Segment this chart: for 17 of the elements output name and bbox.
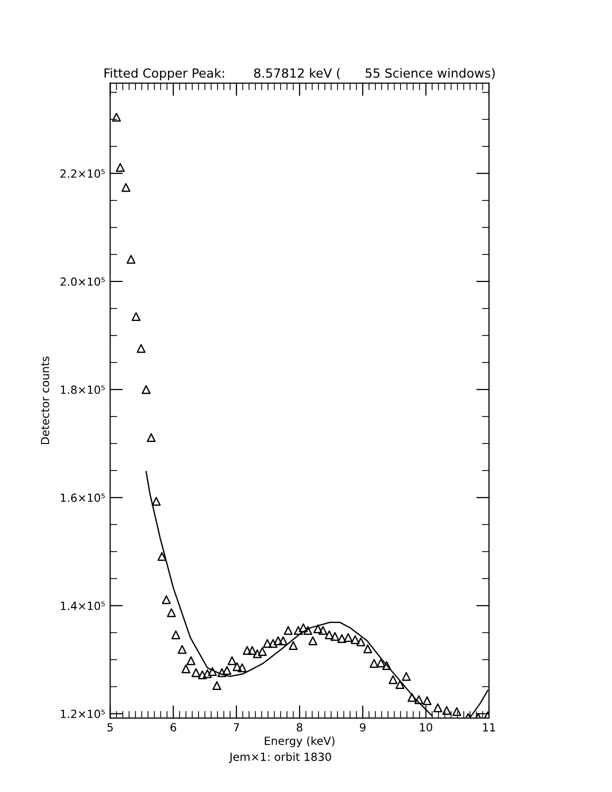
x-tick-label: 11 <box>483 723 496 732</box>
x-tick-label: 5 <box>107 723 113 732</box>
text: Jem×1: orbit 1830 <box>228 752 332 764</box>
y-tick-label: 2.2×10⁵ <box>60 169 105 178</box>
x-axis-title: Energy (keV) <box>264 736 334 748</box>
chart-title: Fitted Copper Peak: 8.57812 keV ( 55 Science windows) <box>104 68 495 80</box>
y-axis-title: Detector counts <box>40 356 50 444</box>
y-tick-label: 2.0×10⁵ <box>60 277 105 286</box>
x-tick-label: 9 <box>360 723 366 732</box>
x-tick-label: 8 <box>296 723 302 732</box>
y-tick-label: 1.2×10⁵ <box>60 710 105 718</box>
x-tick-label: 6 <box>170 723 176 732</box>
y-tick-label: 1.8×10⁵ <box>60 385 105 394</box>
x-tick-label: 7 <box>234 723 240 732</box>
x-tick-label: 10 <box>420 723 432 732</box>
y-tick-label: 1.4×10⁵ <box>60 602 105 610</box>
y-tick-label: 1.6×10⁵ <box>60 494 105 502</box>
